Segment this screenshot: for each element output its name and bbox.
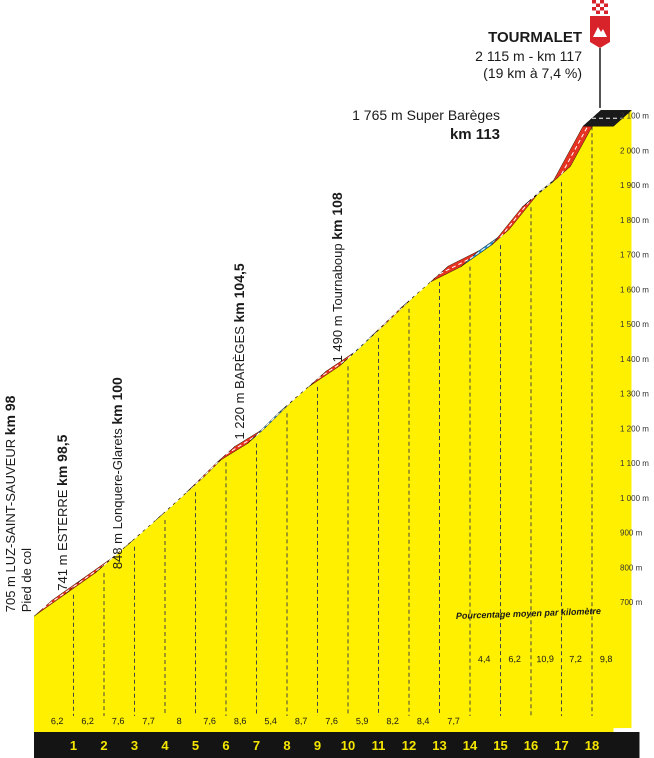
road-center-line: [378, 300, 410, 331]
summit-marker: [590, 0, 610, 108]
y-tick-label: 1 000 m: [620, 494, 649, 503]
gradient-label: 7,7: [447, 716, 460, 726]
annotation-label: 705 m LUZ-SAINT-SAUVEUR km 98: [2, 395, 18, 612]
profile-road-segments: [33, 110, 633, 617]
gradient-label: 9,8: [600, 654, 613, 664]
y-axis-ticks: 700 m 800 m 900 m 1 000 m 1 100 m 1 200 m 1 30…: [620, 112, 649, 608]
y-tick-label: 900 m: [620, 529, 643, 538]
annotation-place: 848 m Lonquere-Glarets: [110, 425, 125, 570]
tourmalet-climb-info: (19 km à 7,4 %): [483, 65, 582, 81]
km-labels: 1 2 3 4 5 6 7 8 9 10 11 12 13 14 15 16 17 18: [70, 738, 599, 753]
annotation-label: 848 m Lonquere-Glarets km 100: [109, 377, 125, 569]
km-label: 14: [463, 738, 478, 753]
road-center-line: [500, 198, 532, 238]
annotation-km: km 98: [2, 395, 18, 435]
y-tick-label: 1 200 m: [620, 424, 649, 433]
tourmalet-label: TOURMALET 2 115 m - km 117 (19 km à 7,4 …: [475, 29, 582, 81]
gradient-label: 8,7: [295, 716, 308, 726]
annotation-km: km 100: [109, 377, 125, 425]
road-center-line: [317, 357, 349, 380]
y-tick-label: 2 000 m: [620, 146, 649, 155]
km-label: 7: [253, 738, 260, 753]
super-bareges-km: km 113: [450, 126, 500, 143]
profile-area-group: [34, 110, 632, 733]
annotation-place: Pied de col: [19, 548, 34, 612]
mountain-summit-icon: [590, 16, 610, 48]
km-guide-lines: [73, 126, 593, 716]
y-tick-label: 1 500 m: [620, 320, 649, 329]
km-label: 18: [585, 738, 599, 753]
annotation-label: 741 m ESTERRE km 98,5: [54, 434, 70, 590]
km-label: 8: [283, 738, 290, 753]
annotation-label: 1 220 m BARÈGES km 104,5: [231, 263, 247, 439]
km-label: 5: [192, 738, 199, 753]
annotation-label: Pied de col: [19, 548, 34, 612]
gradient-labels: 6,2 6,2 7,6 7,7 8 7,6 8,6 5,4 8,7 7,6 5,9 8,2 8,4 7,7…: [51, 654, 613, 727]
y-tick-label: 1 700 m: [620, 251, 649, 260]
gradient-label: 7,6: [203, 716, 216, 726]
road-center-line: [256, 404, 288, 436]
gradient-label: 8: [176, 716, 181, 726]
annotation-place: 1 490 m Tournaboup: [330, 240, 345, 363]
y-tick-label: 1 900 m: [620, 181, 649, 190]
y-tick-label: 1 100 m: [620, 459, 649, 468]
road-center-line: [73, 564, 105, 588]
tourmalet-altitude: 2 115 m - km 117: [475, 48, 582, 64]
km-label: 3: [131, 738, 138, 753]
base-strip-group: [34, 732, 640, 758]
annotation-km: km 104,5: [231, 263, 247, 322]
y-tick-label: 700 m: [620, 598, 643, 607]
km-label: 16: [524, 738, 538, 753]
annotation-km: km 98,5: [54, 434, 70, 486]
gradient-label: 5,4: [264, 716, 277, 726]
annotation-place: 705 m LUZ-SAINT-SAUVEUR: [3, 435, 18, 612]
gradient-label: 6,2: [81, 716, 94, 726]
y-tick-label: 800 m: [620, 563, 643, 572]
super-bareges-name: 1 765 m Super Barèges: [352, 107, 500, 123]
gradient-label: 8,2: [386, 716, 399, 726]
y-tick-label: 1 300 m: [620, 390, 649, 399]
gradient-label: 10,9: [536, 654, 554, 665]
km-label: 2: [100, 738, 107, 753]
gradient-label: 6,2: [508, 654, 521, 664]
base-strip: [34, 732, 640, 758]
gradient-label: 6,2: [51, 716, 64, 726]
km-label: 1: [70, 738, 77, 753]
gradient-label: 4,4: [478, 654, 491, 664]
y-tick-label: 1 800 m: [620, 216, 649, 225]
y-tick-label: 1 600 m: [620, 285, 649, 294]
y-tick-label: 2 100 m: [620, 112, 649, 121]
super-bareges-label: 1 765 m Super Barèges km 113: [352, 107, 500, 143]
gradient-label: 8,4: [417, 716, 430, 726]
km-label: 13: [432, 738, 446, 753]
gradient-label: 7,7: [142, 716, 155, 726]
km-label: 10: [341, 738, 355, 753]
road-center-line: [42, 586, 74, 609]
gradient-label: 7,2: [569, 654, 582, 664]
km-label: 15: [493, 738, 507, 753]
km-label: 6: [222, 738, 229, 753]
gradient-label: 8,6: [234, 716, 247, 726]
km-label: 4: [161, 738, 169, 753]
km-label: 17: [554, 738, 568, 753]
checkered-flag-icon: [592, 0, 608, 14]
annotation-place: 741 m ESTERRE: [55, 486, 70, 591]
gradient-label: 5,9: [356, 716, 369, 726]
profile-top-face: [34, 110, 632, 733]
annotation-place: 1 220 m BARÈGES: [232, 322, 247, 439]
y-tick-label: 1 400 m: [620, 355, 649, 364]
road-center-line: [225, 435, 257, 455]
km-label: 12: [402, 738, 416, 753]
annotation-label: 1 490 m Tournaboup km 108: [329, 192, 345, 362]
gradient-label: 7,6: [112, 716, 125, 726]
km-label: 9: [314, 738, 321, 753]
road-center-line: [439, 258, 471, 275]
annotation-km: km 108: [329, 192, 345, 240]
road-center-line: [561, 118, 593, 175]
tourmalet-name: TOURMALET: [488, 29, 582, 46]
km-label: 11: [372, 738, 386, 753]
gradient-label: 7,6: [325, 716, 338, 726]
